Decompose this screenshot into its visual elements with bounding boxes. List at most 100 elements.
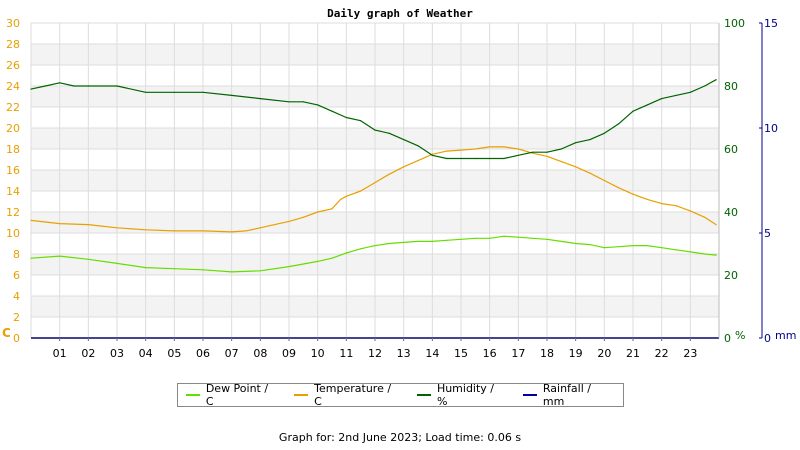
legend-swatch-dew-point xyxy=(186,394,200,396)
x-axis-tick-label: 12 xyxy=(368,347,382,360)
data-point-dew-point xyxy=(503,235,505,237)
data-point-humidity xyxy=(675,94,677,96)
data-point-humidity xyxy=(646,104,648,106)
data-point-temperature xyxy=(173,230,175,232)
data-point-humidity xyxy=(173,91,175,93)
data-point-temperature xyxy=(503,146,505,148)
data-point-temperature xyxy=(30,219,32,221)
legend: Dew Point / C Temperature / C Humidity /… xyxy=(177,382,624,408)
data-point-humidity xyxy=(288,101,290,103)
data-point-humidity xyxy=(59,82,61,84)
data-point-temperature xyxy=(517,148,519,150)
data-point-dew-point xyxy=(231,271,233,273)
data-point-dew-point xyxy=(331,257,333,259)
data-point-temperature xyxy=(302,216,304,218)
data-point-dew-point xyxy=(603,247,605,249)
x-axis-tick-label: 14 xyxy=(425,347,439,360)
data-point-temperature xyxy=(618,187,620,189)
data-point-temperature xyxy=(374,182,376,184)
x-axis-tick-label: 08 xyxy=(253,347,267,360)
data-point-dew-point xyxy=(446,239,448,241)
data-point-humidity xyxy=(503,157,505,160)
series-line-humidity xyxy=(30,79,717,160)
data-point-humidity xyxy=(360,120,362,122)
data-point-temperature xyxy=(245,230,247,232)
data-point-humidity xyxy=(575,142,577,144)
data-point-dew-point xyxy=(474,237,476,239)
data-point-temperature xyxy=(231,231,233,233)
data-point-temperature xyxy=(489,146,491,148)
left-axis-tick-label: 24 xyxy=(6,80,20,93)
left-axis-tick-label: 0 xyxy=(13,332,20,345)
left-axis-tick-label: 4 xyxy=(13,290,20,303)
left-axis-unit: C xyxy=(2,326,11,340)
data-point-humidity xyxy=(145,91,147,93)
rain-axis-tick-label: 10 xyxy=(764,122,778,135)
data-point-humidity xyxy=(618,123,620,125)
data-point-humidity xyxy=(632,110,634,112)
data-point-dew-point xyxy=(546,238,548,240)
data-point-humidity xyxy=(345,116,347,119)
data-point-humidity xyxy=(87,85,89,87)
data-point-temperature xyxy=(589,172,591,174)
data-point-dew-point xyxy=(532,237,534,239)
x-axis-tick-label: 01 xyxy=(53,347,67,360)
data-point-humidity xyxy=(30,88,32,90)
data-point-temperature xyxy=(474,148,476,150)
data-point-dew-point xyxy=(345,252,347,254)
legend-swatch-humidity xyxy=(417,394,431,396)
x-axis-tick-label: 22 xyxy=(655,347,669,360)
legend-label-humidity: Humidity / % xyxy=(436,382,495,408)
left-axis-tick-label: 20 xyxy=(6,122,20,135)
data-point-dew-point xyxy=(675,249,677,251)
data-point-humidity xyxy=(460,157,462,160)
data-point-dew-point xyxy=(589,244,591,246)
footer-load-info: Graph for: 2nd June 2023; Load time: 0.0… xyxy=(278,431,522,444)
data-point-temperature xyxy=(87,224,89,226)
left-axis-tick-label: 10 xyxy=(6,227,20,240)
x-axis-tick-label: 11 xyxy=(339,347,353,360)
data-point-temperature xyxy=(689,210,691,212)
series-dew-point xyxy=(30,235,717,273)
data-point-humidity xyxy=(517,154,519,156)
data-point-dew-point xyxy=(632,245,634,247)
data-point-temperature xyxy=(259,227,261,229)
left-axis-tick-label: 28 xyxy=(6,38,20,51)
data-point-temperature xyxy=(632,193,634,195)
left-axis-tick-label: 18 xyxy=(6,143,20,156)
data-point-temperature xyxy=(202,230,204,232)
data-point-temperature xyxy=(575,166,577,168)
data-point-dew-point xyxy=(715,254,717,256)
rain-axis-tick-label: 0 xyxy=(764,332,771,345)
x-axis-tick-label: 06 xyxy=(196,347,210,360)
left-axis-tick-label: 2 xyxy=(13,311,20,324)
data-point-humidity xyxy=(259,98,261,100)
data-point-temperature xyxy=(560,161,562,163)
data-point-dew-point xyxy=(618,246,620,248)
data-point-temperature xyxy=(675,205,677,207)
left-axis-tick-label: 30 xyxy=(6,17,20,30)
data-point-temperature xyxy=(388,173,390,175)
left-axis-tick-label: 12 xyxy=(6,206,20,219)
data-point-temperature xyxy=(661,203,663,205)
data-point-dew-point xyxy=(116,262,118,264)
data-point-dew-point xyxy=(388,242,390,245)
data-point-temperature xyxy=(340,198,342,200)
data-point-dew-point xyxy=(403,241,405,243)
data-point-dew-point xyxy=(288,266,290,268)
data-point-humidity xyxy=(317,104,319,106)
data-point-humidity xyxy=(474,157,476,160)
data-point-temperature xyxy=(715,224,717,226)
data-point-dew-point xyxy=(360,248,362,250)
left-axis-tick-label: 8 xyxy=(13,248,20,261)
rain-axis-tick-label: 15 xyxy=(764,17,778,30)
x-axis-tick-label: 23 xyxy=(683,347,697,360)
data-point-humidity xyxy=(302,101,304,103)
data-point-humidity xyxy=(489,157,491,160)
x-axis-tick-label: 13 xyxy=(397,347,411,360)
x-axis-tick-label: 07 xyxy=(225,347,239,360)
data-point-temperature xyxy=(59,223,61,225)
data-point-temperature xyxy=(345,195,347,197)
data-point-humidity xyxy=(231,94,233,96)
